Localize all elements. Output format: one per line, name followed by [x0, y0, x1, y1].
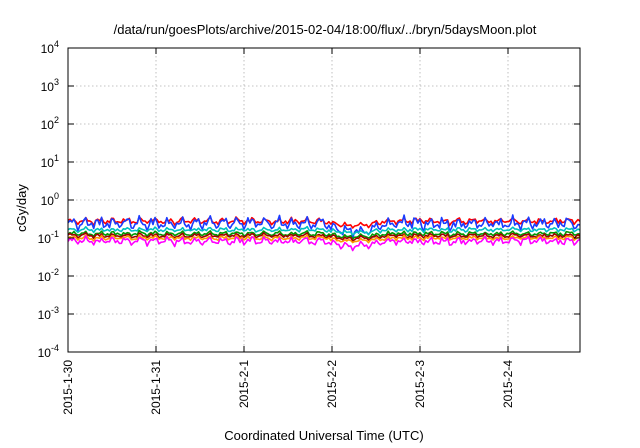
y-axis-label: cGy/day [14, 184, 29, 232]
y-tick-label: 100 [41, 191, 59, 208]
series-line [67, 214, 581, 239]
y-tick-label: 10-3 [38, 305, 59, 322]
series-line [67, 234, 581, 244]
series-line [67, 235, 581, 252]
series-line [67, 232, 581, 242]
x-tick-label: 2015-2-1 [237, 360, 251, 408]
chart-title: /data/run/goesPlots/archive/2015-02-04/1… [114, 22, 537, 37]
x-tick-label: 2015-1-31 [149, 360, 163, 415]
x-tick-label: 2015-1-30 [61, 360, 75, 415]
x-tick-label: 2015-2-4 [501, 360, 515, 408]
series-line [67, 229, 581, 240]
series-line [67, 225, 581, 236]
x-axis-label: Coordinated Universal Time (UTC) [224, 428, 423, 443]
x-axis-ticks: 2015-1-30 2015-1-31 2015-2-1 2015-2-2 2015-2… [61, 48, 515, 415]
y-tick-label: 101 [41, 153, 59, 170]
x-tick-label: 2015-2-3 [413, 360, 427, 408]
y-tick-label: 10-2 [38, 267, 59, 284]
y-tick-label: 10-4 [38, 343, 59, 360]
y-tick-label: 104 [41, 39, 59, 56]
y-tick-label: 103 [41, 77, 59, 94]
y-tick-label: 10-1 [38, 229, 59, 246]
y-tick-label: 102 [41, 115, 59, 132]
grid-lines [68, 48, 580, 352]
y-axis-ticks: 10-4 10-3 10-2 10-1 100 101 102 103 104 [38, 39, 580, 360]
x-tick-label: 2015-2-2 [325, 360, 339, 408]
data-series [67, 214, 581, 252]
